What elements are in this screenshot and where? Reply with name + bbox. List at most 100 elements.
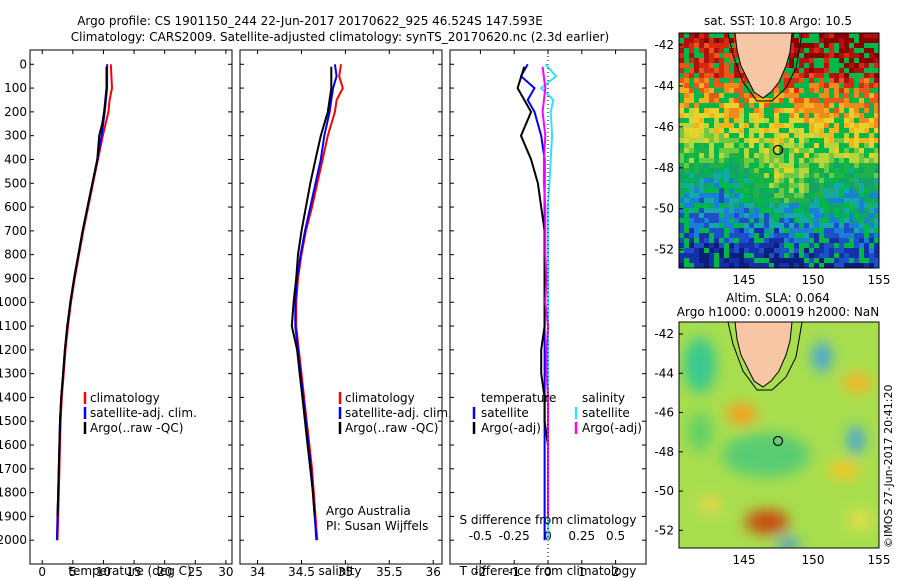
sst-pixel bbox=[769, 198, 774, 203]
sst-pixel bbox=[709, 38, 714, 43]
sst-pixel bbox=[844, 198, 849, 203]
sst-pixel bbox=[799, 138, 804, 143]
sst-pixel bbox=[789, 253, 794, 258]
sst-pixel bbox=[699, 188, 704, 193]
sst-pixel bbox=[769, 168, 774, 173]
sst-pixel bbox=[839, 198, 844, 203]
sst-pixel bbox=[734, 213, 739, 218]
sst-pixel bbox=[794, 173, 799, 178]
sst-pixel bbox=[804, 223, 809, 228]
depth-tick-label: 1200 bbox=[0, 343, 27, 357]
depth-tick-label: 500 bbox=[4, 176, 27, 190]
map-lat-label: -44 bbox=[654, 79, 674, 93]
depth-tick-label: 1600 bbox=[0, 438, 27, 452]
sst-pixel bbox=[714, 118, 719, 123]
depth-tick-label: 1400 bbox=[0, 390, 27, 404]
sst-pixel bbox=[814, 73, 819, 78]
sst-pixel bbox=[744, 148, 749, 153]
sst-pixel bbox=[704, 233, 709, 238]
sst-pixel bbox=[784, 73, 789, 78]
sst-pixel bbox=[839, 158, 844, 163]
sst-pixel bbox=[784, 198, 789, 203]
sst-pixel bbox=[714, 98, 719, 103]
sst-pixel bbox=[869, 228, 874, 233]
sst-pixel bbox=[789, 238, 794, 243]
sst-pixel bbox=[834, 173, 839, 178]
shelf-contour-sla bbox=[727, 322, 803, 391]
sst-pixel bbox=[789, 43, 794, 48]
sst-pixel bbox=[709, 193, 714, 198]
sst-pixel bbox=[719, 138, 724, 143]
sst-pixel bbox=[724, 158, 729, 163]
sst-pixel bbox=[799, 188, 804, 193]
sst-pixel bbox=[859, 263, 864, 268]
sst-pixel bbox=[844, 188, 849, 193]
sst-pixel bbox=[874, 213, 879, 218]
sst-pixel bbox=[764, 103, 769, 108]
sst-pixel bbox=[744, 178, 749, 183]
sst-pixel bbox=[849, 38, 854, 43]
sst-pixel bbox=[794, 78, 799, 83]
salinity-legend: climatology satellite-adj. clim. Argo(..… bbox=[338, 391, 452, 435]
sst-pixel bbox=[754, 228, 759, 233]
sst-pixel bbox=[739, 123, 744, 128]
argo-australia-note: Argo Australia bbox=[326, 504, 411, 518]
sst-pixel bbox=[829, 243, 834, 248]
sst-pixel bbox=[679, 258, 684, 263]
sst-pixel bbox=[749, 233, 754, 238]
sst-pixel bbox=[729, 263, 734, 268]
figure-title-line2: Climatology: CARS2009. Satellite-adjuste… bbox=[71, 30, 609, 44]
x-tick-label: 36 bbox=[426, 565, 441, 579]
sst-pixel bbox=[689, 138, 694, 143]
sst-pixel bbox=[794, 258, 799, 263]
sst-pixel bbox=[769, 193, 774, 198]
depth-tick-label: 800 bbox=[4, 248, 27, 262]
sst-pixel bbox=[779, 243, 784, 248]
sst-pixel bbox=[709, 43, 714, 48]
sst-pixel bbox=[834, 113, 839, 118]
sst-pixel bbox=[849, 143, 854, 148]
sst-pixel bbox=[794, 238, 799, 243]
sst-pixel bbox=[724, 173, 729, 178]
sst-pixel bbox=[779, 153, 784, 158]
sst-pixel bbox=[844, 238, 849, 243]
sst-pixel bbox=[819, 193, 824, 198]
sst-pixel bbox=[679, 48, 684, 53]
sst-pixel bbox=[834, 33, 839, 38]
sst-pixel bbox=[694, 198, 699, 203]
sst-pixel bbox=[819, 73, 824, 78]
sst-pixel bbox=[704, 138, 709, 143]
sst-pixel bbox=[834, 153, 839, 158]
sst-pixel bbox=[709, 203, 714, 208]
sst-pixel bbox=[699, 143, 704, 148]
sst-pixel bbox=[774, 123, 779, 128]
sst-pixel bbox=[859, 238, 864, 243]
sst-pixel bbox=[824, 113, 829, 118]
sst-pixel bbox=[824, 168, 829, 173]
sst-pixel bbox=[854, 88, 859, 93]
sst-pixel bbox=[804, 58, 809, 63]
map-axes: -42 -44 -46 -48 -50 -52 145 150 155 -42 -44 -46 -48 -… bbox=[654, 38, 890, 567]
sst-pixel bbox=[864, 173, 869, 178]
map-lon-label: 150 bbox=[802, 553, 825, 567]
sst-pixel bbox=[679, 223, 684, 228]
x-tick-label: 2 bbox=[612, 565, 620, 579]
depth-tick-label: 200 bbox=[4, 105, 27, 119]
sst-pixel bbox=[839, 253, 844, 258]
sst-pixel bbox=[729, 143, 734, 148]
sst-pixel bbox=[874, 98, 879, 103]
sst-pixel bbox=[759, 133, 764, 138]
sst-pixel bbox=[794, 148, 799, 153]
sst-pixel bbox=[714, 68, 719, 73]
sst-pixel bbox=[724, 118, 729, 123]
sst-pixel bbox=[864, 58, 869, 63]
sst-pixel bbox=[769, 143, 774, 148]
sst-pixel bbox=[689, 238, 694, 243]
sst-pixel bbox=[749, 128, 754, 133]
series-line-argo-raw-qc- bbox=[56, 66, 108, 517]
sst-pixel bbox=[814, 133, 819, 138]
sst-pixel bbox=[704, 83, 709, 88]
sst-pixel bbox=[679, 78, 684, 83]
sst-pixel bbox=[719, 193, 724, 198]
sst-pixel bbox=[859, 98, 864, 103]
